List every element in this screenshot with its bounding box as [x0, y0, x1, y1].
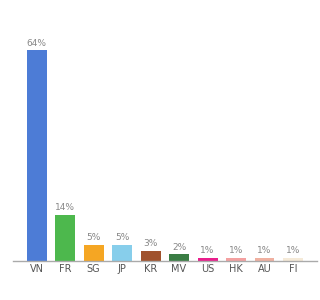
Text: 64%: 64% — [27, 39, 47, 48]
Text: 1%: 1% — [229, 246, 243, 255]
Text: 1%: 1% — [257, 246, 272, 255]
Bar — [84, 244, 104, 261]
Text: 5%: 5% — [115, 233, 129, 242]
Text: 1%: 1% — [200, 246, 215, 255]
Text: 3%: 3% — [143, 239, 158, 248]
Bar — [197, 258, 218, 261]
Bar — [27, 50, 47, 261]
Text: 14%: 14% — [55, 203, 75, 212]
Text: 2%: 2% — [172, 243, 186, 252]
Text: 1%: 1% — [286, 246, 300, 255]
Bar — [226, 258, 246, 261]
Bar — [283, 258, 303, 261]
Bar — [140, 251, 161, 261]
Bar — [112, 244, 132, 261]
Bar — [55, 215, 75, 261]
Bar — [169, 254, 189, 261]
Text: 5%: 5% — [86, 233, 101, 242]
Bar — [254, 258, 275, 261]
